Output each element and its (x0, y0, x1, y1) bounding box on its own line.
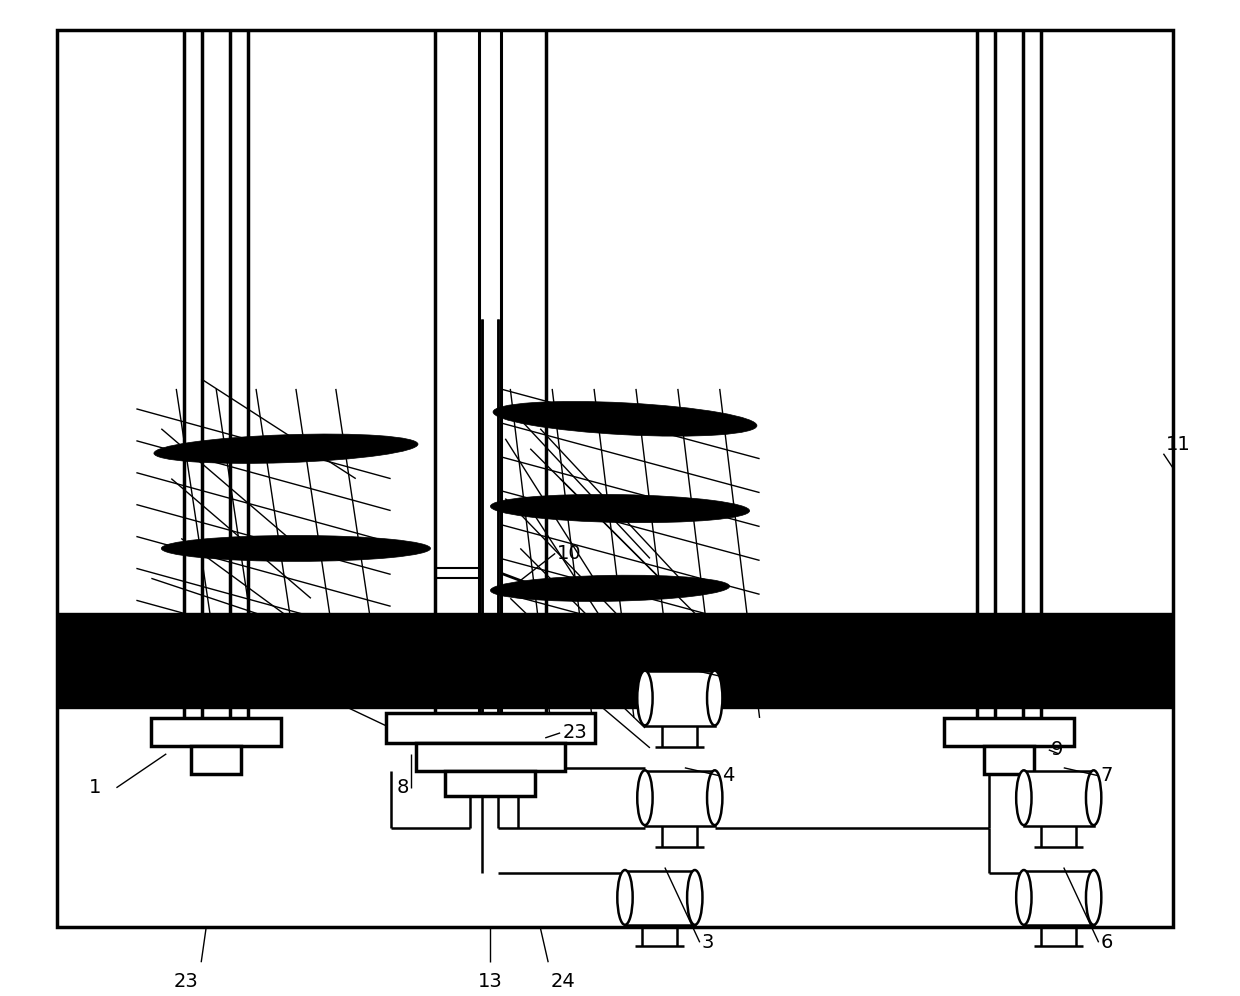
Ellipse shape (637, 670, 652, 725)
Text: 2: 2 (312, 638, 325, 657)
Ellipse shape (618, 871, 632, 925)
Bar (1024, 871, 1094, 925)
Bar (645, 771, 714, 826)
Text: 23: 23 (562, 723, 587, 742)
Bar (944, 718, 1074, 746)
Text: 5: 5 (722, 666, 734, 685)
Ellipse shape (1086, 871, 1101, 925)
Ellipse shape (490, 576, 729, 602)
Bar (625, 871, 694, 925)
Ellipse shape (707, 670, 723, 725)
Bar (445, 771, 536, 796)
Text: 11: 11 (1166, 434, 1190, 454)
Text: 4: 4 (722, 766, 734, 785)
Text: 8: 8 (397, 778, 409, 797)
Text: 10: 10 (557, 544, 582, 563)
Text: 9: 9 (1050, 740, 1063, 759)
Bar (57, 614, 1173, 708)
Bar (645, 671, 714, 726)
Ellipse shape (687, 871, 703, 925)
Ellipse shape (637, 770, 652, 825)
Ellipse shape (707, 770, 723, 825)
Text: 13: 13 (477, 972, 502, 991)
Bar (151, 718, 281, 746)
Ellipse shape (1086, 770, 1101, 825)
Text: 24: 24 (551, 972, 575, 991)
Ellipse shape (1016, 871, 1032, 925)
Text: 1: 1 (89, 778, 102, 797)
Ellipse shape (490, 494, 750, 523)
Text: 7: 7 (1101, 766, 1114, 785)
Text: 3: 3 (702, 933, 714, 952)
Ellipse shape (161, 536, 430, 562)
Bar (1024, 771, 1094, 826)
Bar (415, 743, 565, 771)
Ellipse shape (1016, 770, 1032, 825)
Bar (386, 713, 595, 743)
Ellipse shape (166, 646, 415, 670)
Text: 23: 23 (174, 972, 198, 991)
Ellipse shape (494, 665, 707, 690)
Bar (985, 746, 1034, 774)
Text: 6: 6 (1101, 933, 1114, 952)
Ellipse shape (154, 434, 418, 463)
Ellipse shape (494, 401, 756, 436)
Bar (191, 746, 241, 774)
